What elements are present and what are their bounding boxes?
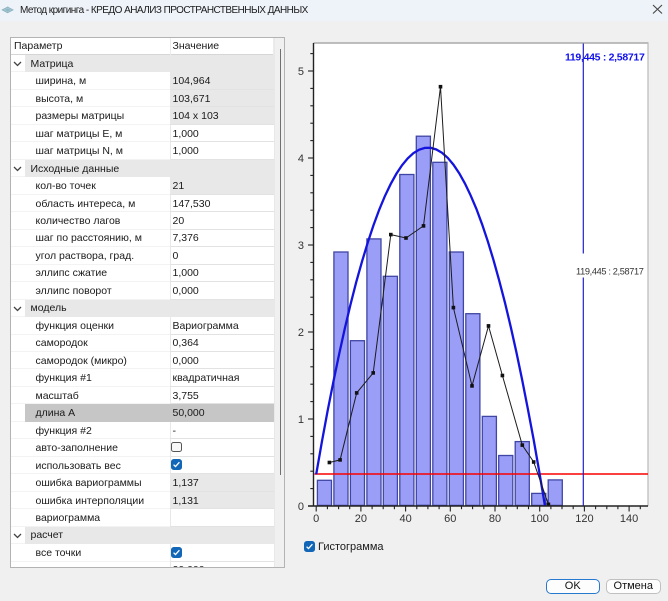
svg-text:3: 3 (298, 240, 304, 252)
svg-text:2: 2 (298, 327, 304, 339)
svg-text:0: 0 (298, 501, 304, 513)
svg-text:5: 5 (298, 66, 304, 78)
svg-text:80: 80 (489, 513, 501, 525)
svg-text:140: 140 (620, 513, 638, 525)
svg-text:119,445 : 2,58717: 119,445 : 2,58717 (576, 267, 644, 277)
svg-text:119,445 : 2,58717: 119,445 : 2,58717 (565, 52, 645, 64)
svg-text:60: 60 (444, 513, 456, 525)
svg-text:120: 120 (575, 513, 593, 525)
svg-text:40: 40 (399, 513, 411, 525)
svg-text:1: 1 (298, 414, 304, 426)
svg-text:4: 4 (298, 153, 304, 165)
svg-text:0: 0 (313, 513, 319, 525)
svg-text:20: 20 (355, 513, 367, 525)
svg-text:100: 100 (531, 513, 549, 525)
